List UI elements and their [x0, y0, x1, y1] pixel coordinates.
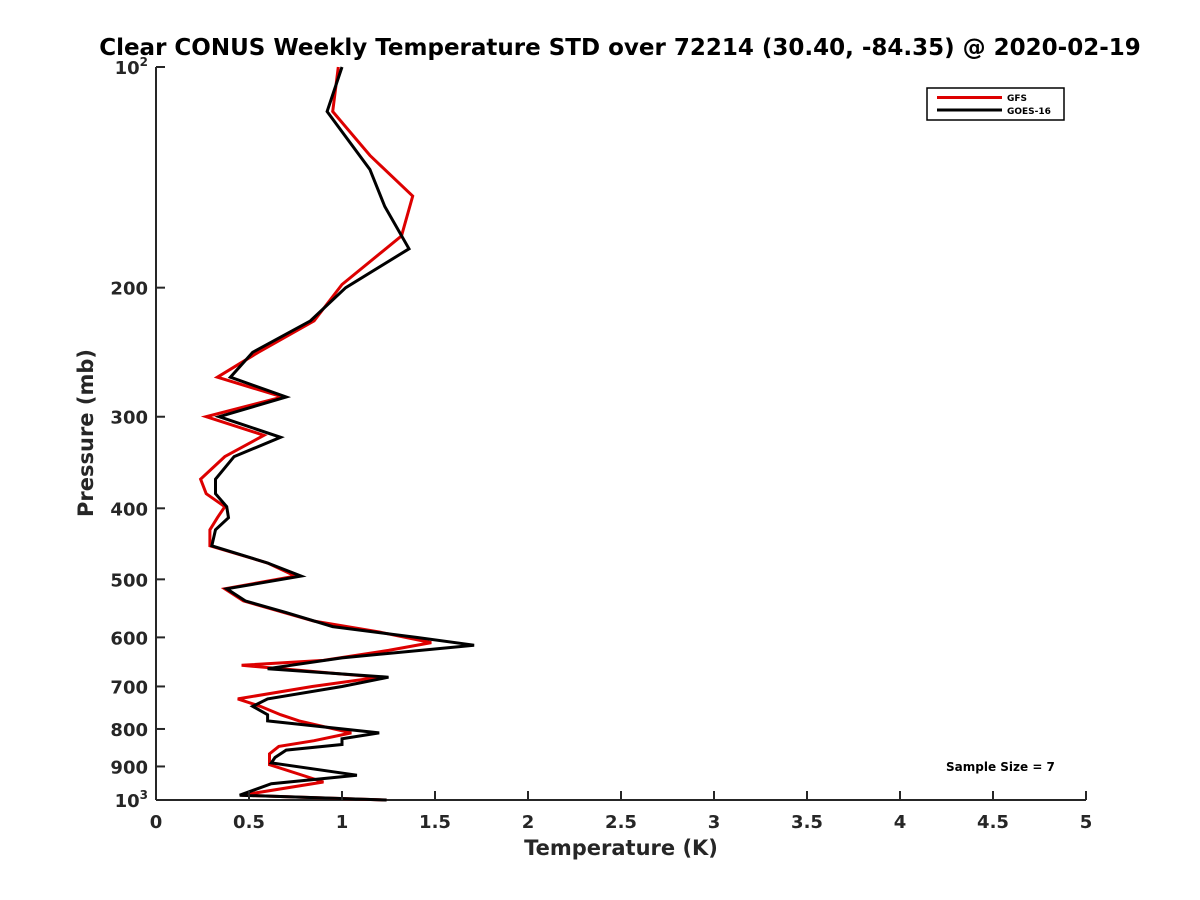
series-layer [198, 66, 475, 802]
y-tick-label: 500 [110, 570, 148, 591]
x-tick-label: 0.5 [233, 812, 265, 833]
x-tick-label: 3 [708, 812, 721, 833]
x-tick-label: 2 [522, 812, 535, 833]
x-tick-label: 3.5 [791, 812, 823, 833]
x-tick-label: 4.5 [977, 812, 1009, 833]
y-tick-label: 800 [110, 720, 148, 741]
y-ticks: 102 200 300 400 500 600 700 800 900 103 [110, 55, 165, 812]
y-tick-label: 700 [110, 677, 148, 698]
y-tick-label: 400 [110, 499, 148, 520]
x-tick-label: 2.5 [605, 812, 637, 833]
legend-entry-goes-16: GOES-16 [1007, 107, 1051, 117]
y-tick-label: 200 [110, 279, 148, 300]
chart-title: Clear CONUS Weekly Temperature STD over … [99, 35, 1141, 61]
x-tick-label: 1 [336, 812, 349, 833]
legend: GFS GOES-16 [926, 87, 1065, 121]
x-ticks: 0 0.5 1 1.5 2 2.5 3 3.5 4 4.5 5 [150, 791, 1093, 833]
sample-size-annotation: Sample Size = 7 [946, 760, 1055, 774]
y-axis-label: Pressure (mb) [74, 349, 98, 517]
y-tick-label: 900 [110, 757, 148, 778]
y-tick-label: 102 [115, 55, 148, 79]
legend-box [926, 87, 1065, 121]
x-tick-label: 4 [894, 812, 907, 833]
x-tick-label: 1.5 [419, 812, 451, 833]
series-line-goes-16 [210, 66, 475, 802]
y-tick-label: 300 [110, 408, 148, 429]
legend-entry-gfs: GFS [1007, 94, 1027, 104]
x-tick-label: 5 [1080, 812, 1093, 833]
y-tick-label: 103 [115, 788, 148, 812]
y-tick-label: 600 [110, 628, 148, 649]
plot-area: 0 0.5 1 1.5 2 2.5 3 3.5 4 4.5 5 102 200 300 400 500 600… [110, 55, 1092, 833]
x-axis-label: Temperature (K) [524, 836, 718, 860]
x-tick-label: 0 [150, 812, 163, 833]
